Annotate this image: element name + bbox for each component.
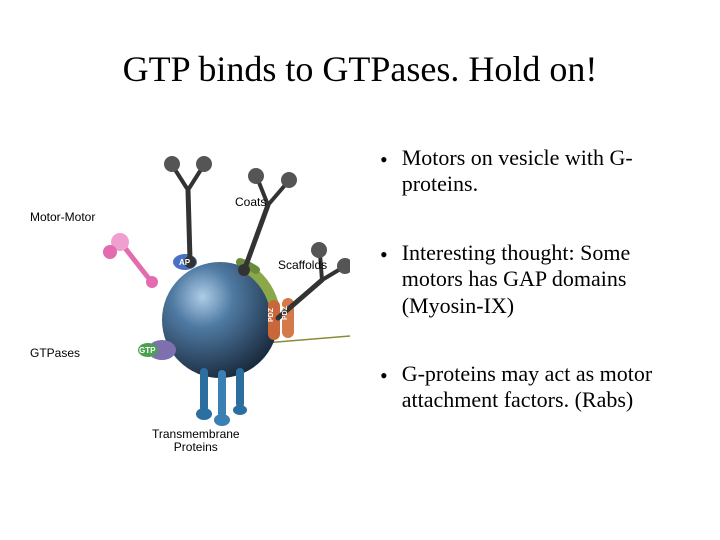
bullet-dot-icon: • xyxy=(380,242,388,268)
bullet-dot-icon: • xyxy=(380,147,388,173)
transmembrane-icon xyxy=(196,368,247,426)
bullet-list: • Motors on vesicle with G-proteins. • I… xyxy=(380,145,690,456)
label-transmembrane: TransmembraneProteins xyxy=(152,428,240,454)
bullet-text: Interesting thought: Some motors has GAP… xyxy=(402,240,690,319)
bullet-text: G-proteins may act as motor attachment f… xyxy=(402,361,690,414)
label-scaffolds: Scaffolds xyxy=(278,258,327,272)
label-gtpases: GTPases xyxy=(30,346,80,360)
bullet-dot-icon: • xyxy=(380,363,388,389)
badge-pdz-1: PDZ xyxy=(268,308,275,322)
vesicle-diagram: Motor-Motor Coats Scaffolds GTPases Tran… xyxy=(50,150,350,500)
bullet-text: Motors on vesicle with G-proteins. xyxy=(402,145,690,198)
page-title: GTP binds to GTPases. Hold on! xyxy=(0,48,720,90)
pink-motor-icon xyxy=(103,233,158,288)
motor-1-icon xyxy=(164,156,212,268)
bullet-item: • Interesting thought: Some motors has G… xyxy=(380,240,690,319)
label-coats: Coats xyxy=(235,195,266,209)
bullet-item: • Motors on vesicle with G-proteins. xyxy=(380,145,690,198)
badge-gtp: GTP xyxy=(139,346,155,355)
badge-ap: AP xyxy=(179,258,190,267)
bullet-item: • G-proteins may act as motor attachment… xyxy=(380,361,690,414)
label-motor-motor: Motor-Motor xyxy=(30,210,95,224)
badge-pdz-2: PDZ xyxy=(282,306,289,320)
